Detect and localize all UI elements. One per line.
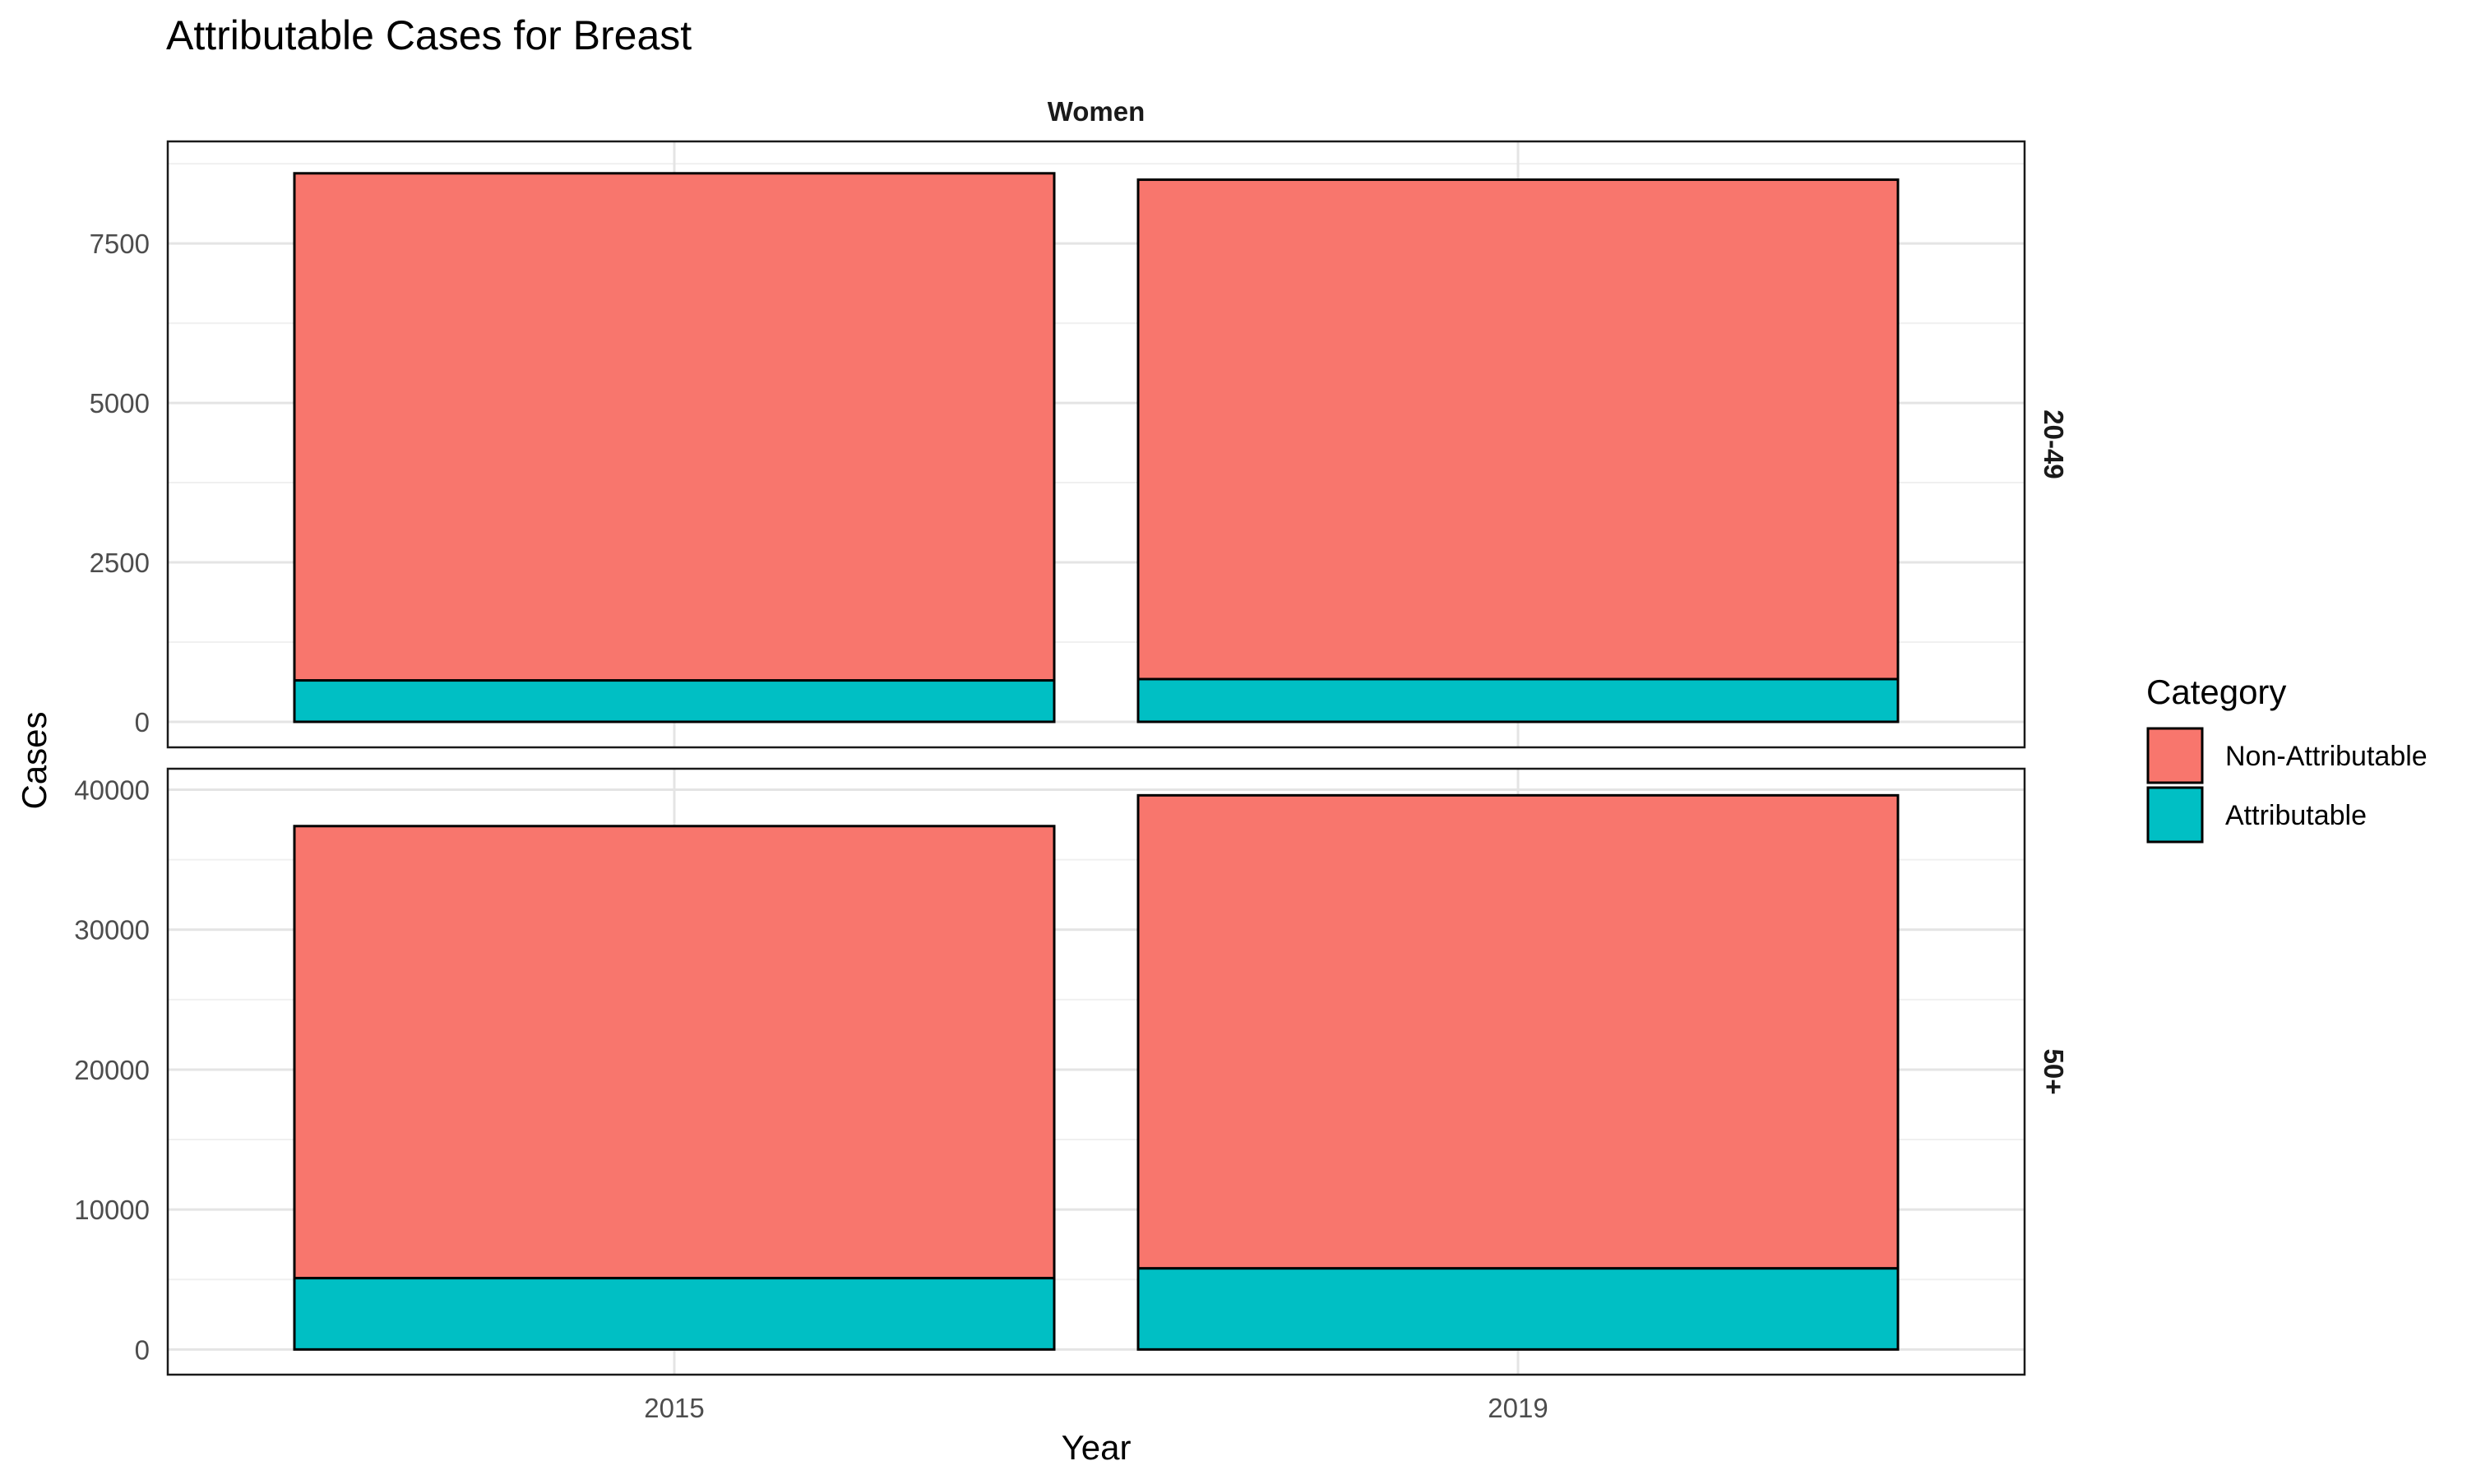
y-tick-label: 2500 xyxy=(90,548,150,578)
bar-attributable-2015 xyxy=(293,679,1056,724)
x-tick-label: 2019 xyxy=(1488,1393,1548,1423)
legend: Category Non-Attributable Attributable xyxy=(2146,673,2428,844)
y-tick-label: 40000 xyxy=(74,775,150,806)
y-tick-label: 0 xyxy=(135,707,150,737)
panel-border xyxy=(166,140,2026,749)
y-tick-label: 10000 xyxy=(74,1195,150,1225)
bar-attributable-2019 xyxy=(1136,677,1900,724)
y-tick-label: 20000 xyxy=(74,1055,150,1085)
panel-20-49: 0 2500 5000 7500 20-49 xyxy=(90,140,2069,749)
panel-border xyxy=(166,767,2026,1376)
panels: 0 2500 5000 7500 20-49 0 10000 20000 30000 40000 5… xyxy=(74,140,2069,1423)
y-tick-label: 0 xyxy=(135,1334,150,1365)
bar-attributable-2015 xyxy=(293,1277,1056,1351)
bar-non-attributable-2015 xyxy=(293,172,1056,682)
bar-attributable-2019 xyxy=(1136,1267,1900,1351)
y-tick-label: 5000 xyxy=(90,388,150,418)
x-tick-label: 2015 xyxy=(644,1393,704,1423)
y-axis-title: Cases xyxy=(15,711,53,809)
legend-key-non-attributable xyxy=(2146,727,2204,784)
facet-column-label: Women xyxy=(1048,96,1146,127)
legend-key-attributable xyxy=(2146,786,2204,844)
panel-50+: 0 10000 20000 30000 40000 50+ xyxy=(74,767,2069,1376)
bar-non-attributable-2019 xyxy=(1136,793,1900,1270)
x-axis-title: Year xyxy=(1062,1428,1132,1467)
facet-row-label: 50+ xyxy=(2039,1049,2069,1095)
legend-title: Category xyxy=(2146,673,2286,711)
y-tick-label: 7500 xyxy=(90,229,150,259)
bar-non-attributable-2015 xyxy=(293,825,1056,1280)
legend-label: Non-Attributable xyxy=(2225,741,2428,772)
y-tick-label: 30000 xyxy=(74,915,150,945)
facet-row-label: 20-49 xyxy=(2039,409,2069,478)
bar-non-attributable-2019 xyxy=(1136,178,1900,681)
legend-label: Attributable xyxy=(2225,800,2367,831)
chart-title: Attributable Cases for Breast xyxy=(166,12,692,58)
